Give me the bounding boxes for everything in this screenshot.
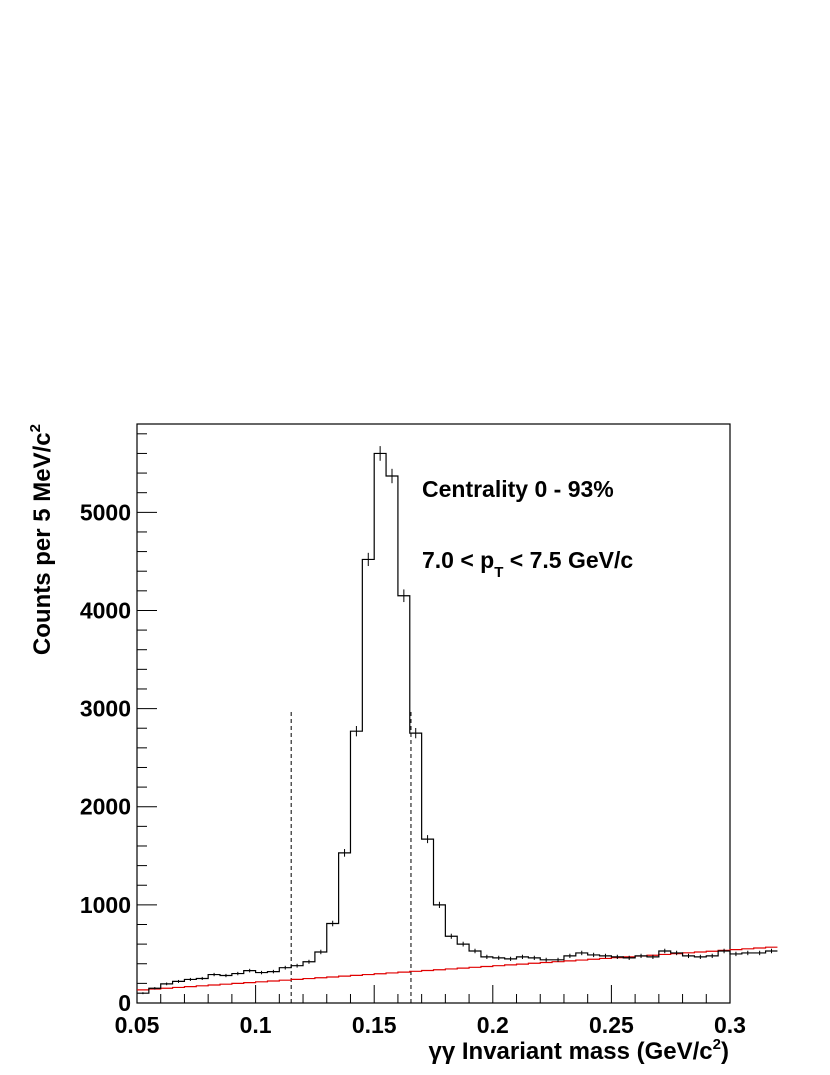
pt-subscript: T bbox=[494, 564, 503, 581]
y-axis-title-main: Counts per 5 MeV/c bbox=[29, 432, 56, 655]
plot-frame bbox=[136, 423, 731, 1004]
x-tick-label: 0.25 bbox=[589, 1012, 634, 1038]
y-tick-label: 4000 bbox=[80, 597, 131, 623]
y-tick-label: 5000 bbox=[80, 499, 131, 525]
x-tick-label: 0.15 bbox=[352, 1012, 397, 1038]
x-axis-title-end: ) bbox=[721, 1038, 729, 1065]
y-tick-label: 1000 bbox=[80, 892, 131, 918]
data-series bbox=[137, 446, 778, 995]
x-tick-label: 0.2 bbox=[477, 1012, 509, 1038]
x-axis-title: γγ Invariant mass (GeV/c2) bbox=[429, 1036, 730, 1065]
y-tick-label: 2000 bbox=[80, 794, 131, 820]
pt-suffix: < 7.5 GeV/c bbox=[503, 547, 633, 573]
y-axis-title-sup: 2 bbox=[27, 424, 44, 432]
x-axis-ticks: 0.05 0.1 0.15 0.2 0.25 0.3 bbox=[115, 985, 746, 1038]
x-axis-title-main: γγ Invariant mass (GeV/c bbox=[429, 1038, 713, 1065]
data-histogram bbox=[137, 452, 778, 994]
x-tick-label: 0.3 bbox=[714, 1012, 746, 1038]
y-axis-ticks: 0 1000 2000 3000 4000 5000 bbox=[80, 433, 157, 1016]
y-tick-label: 3000 bbox=[80, 696, 131, 722]
y-axis-title: Counts per 5 MeV/c2 bbox=[27, 424, 56, 655]
background-histogram bbox=[137, 946, 778, 991]
x-tick-label: 0.1 bbox=[240, 1012, 272, 1038]
centrality-annotation: Centrality 0 - 93% bbox=[422, 476, 614, 502]
background-series bbox=[137, 946, 778, 991]
x-tick-label: 0.05 bbox=[115, 1012, 160, 1038]
y-tick-label: 0 bbox=[118, 990, 131, 1016]
x-axis-title-sup: 2 bbox=[713, 1036, 721, 1053]
pt-prefix: 7.0 < p bbox=[422, 547, 494, 573]
pt-range-annotation: 7.0 < pT < 7.5 GeV/c bbox=[422, 547, 633, 581]
